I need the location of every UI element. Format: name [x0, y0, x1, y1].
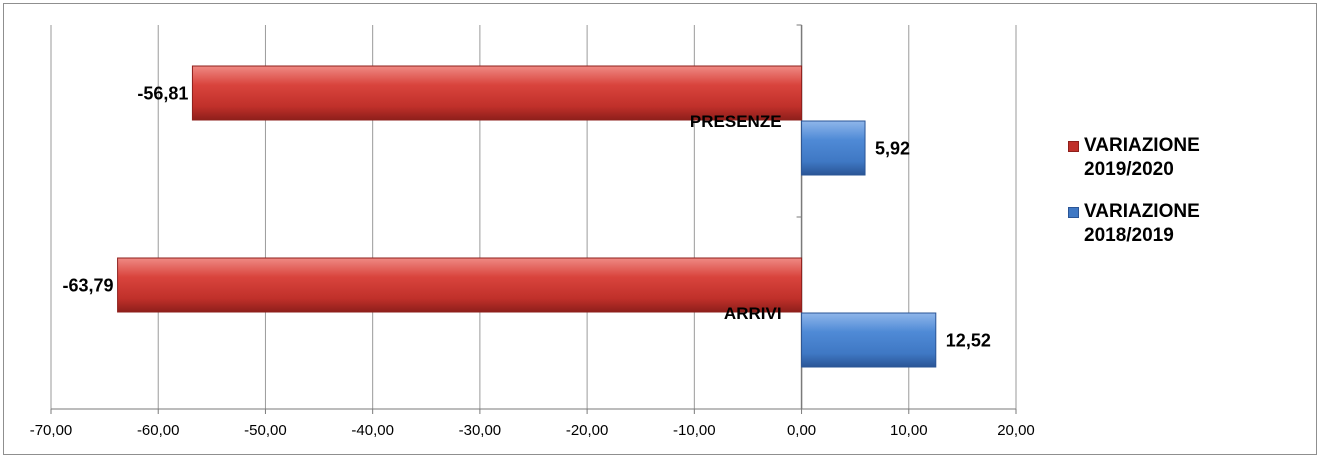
data-label: 5,92 — [875, 139, 910, 159]
bar-variazione-2018-2019-arrivi — [801, 312, 937, 368]
x-tick-label: -50,00 — [244, 422, 287, 439]
x-tick-label: -40,00 — [351, 422, 394, 439]
legend-item-2019-2020: VARIAZIONE 2019/2020 — [1068, 134, 1234, 182]
legend-swatch-red — [1068, 141, 1079, 152]
data-label: -56,81 — [137, 84, 188, 104]
x-tick-label: -20,00 — [566, 422, 609, 439]
x-tick-label: -10,00 — [673, 422, 716, 439]
bar-variazione-2019-2020-arrivi — [117, 257, 803, 313]
bar-variazione-2019-2020-presenze — [191, 65, 803, 121]
legend-swatch-blue — [1068, 207, 1079, 218]
bar-variazione-2018-2019-presenze — [801, 120, 866, 176]
x-tick-label: -60,00 — [137, 422, 180, 439]
legend: VARIAZIONE 2019/2020 VARIAZIONE 2018/201… — [1068, 134, 1234, 266]
data-label: 12,52 — [946, 331, 991, 351]
legend-label: VARIAZIONE 2019/2020 — [1084, 135, 1200, 180]
legend-item-2018-2019: VARIAZIONE 2018/2019 — [1068, 200, 1234, 248]
x-tick-label: -30,00 — [459, 422, 502, 439]
data-label: -63,79 — [63, 276, 114, 296]
x-tick-label: -70,00 — [30, 422, 73, 439]
category-label: ARRIVI — [724, 304, 782, 323]
category-label: PRESENZE — [690, 112, 782, 131]
x-tick-label: 20,00 — [997, 422, 1035, 439]
legend-label: VARIAZIONE 2018/2019 — [1084, 201, 1200, 246]
x-tick-label: 10,00 — [890, 422, 928, 439]
x-tick-label: 0,00 — [787, 422, 816, 439]
